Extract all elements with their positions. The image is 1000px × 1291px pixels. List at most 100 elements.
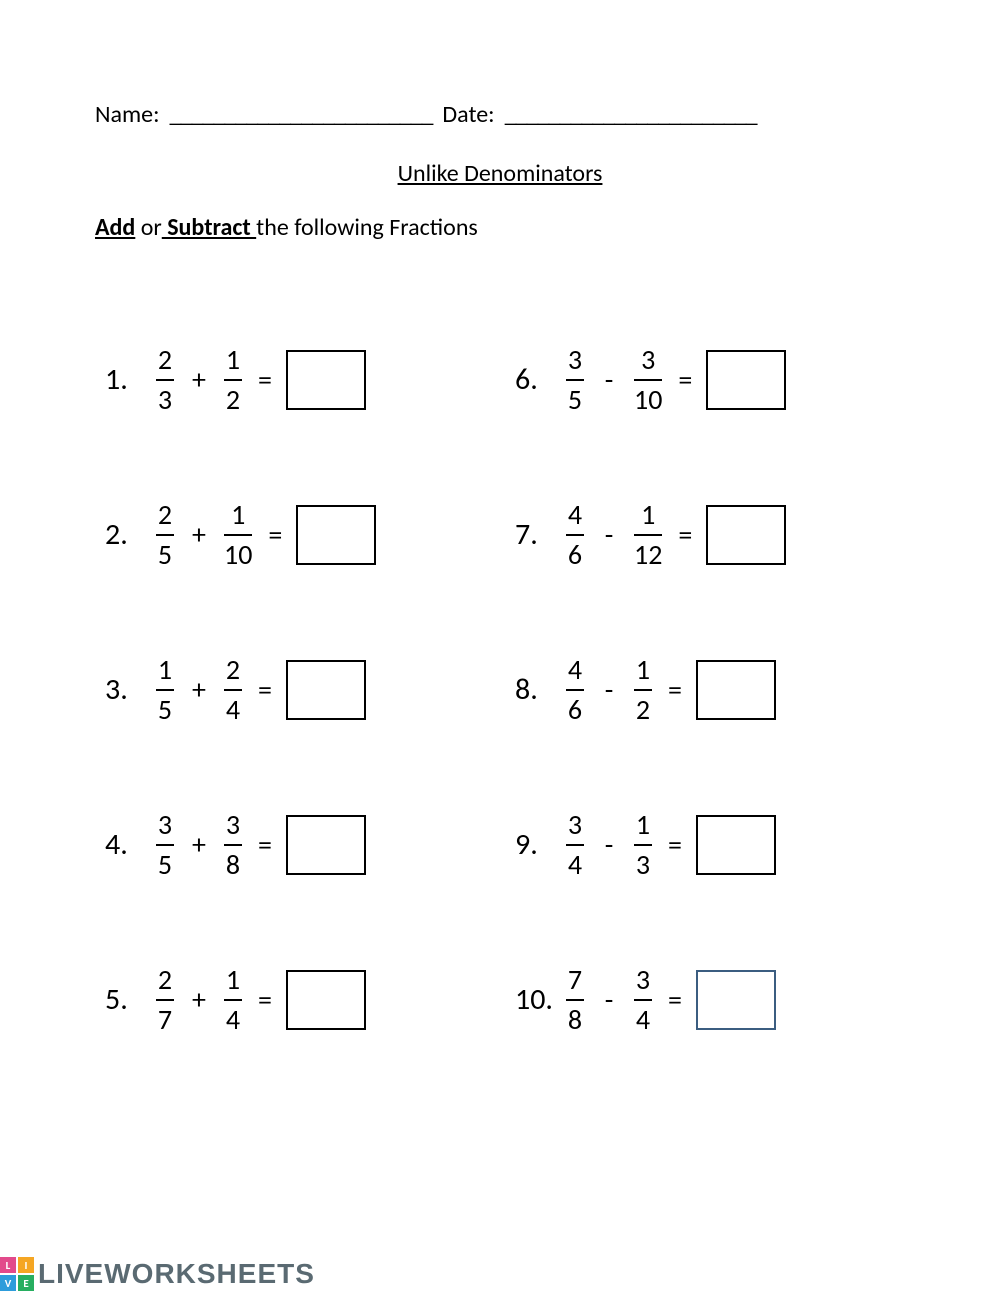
problem-number: 2. xyxy=(95,516,150,553)
problem-row: 5.27+14= xyxy=(95,922,495,1077)
numerator: 3 xyxy=(568,346,582,376)
numerator: 1 xyxy=(226,966,240,996)
denominator: 12 xyxy=(634,539,662,569)
numerator: 2 xyxy=(158,966,172,996)
equals-sign: = xyxy=(258,827,272,862)
denominator: 4 xyxy=(636,1004,650,1034)
fraction-a: 35 xyxy=(566,346,584,414)
operator: + xyxy=(190,362,208,397)
problem-number: 6. xyxy=(505,361,560,398)
problem-number: 1. xyxy=(95,361,150,398)
worksheet-page: Name: ________________________ Date: ___… xyxy=(0,0,1000,1077)
problem-number: 8. xyxy=(505,671,560,708)
answer-box[interactable] xyxy=(696,815,776,875)
name-blank[interactable]: ________________________ xyxy=(170,100,433,129)
instruction-rest: the following Fractions xyxy=(256,213,478,242)
fraction-bar xyxy=(156,999,174,1001)
answer-box[interactable] xyxy=(706,350,786,410)
fraction-bar xyxy=(566,844,584,846)
logo-text: LIVEWORKSHEETS xyxy=(38,1258,315,1290)
operator: + xyxy=(190,517,208,552)
denominator: 2 xyxy=(226,384,240,414)
problem-number: 7. xyxy=(505,516,560,553)
fraction-bar xyxy=(224,534,252,536)
denominator: 2 xyxy=(636,694,650,724)
equals-sign: = xyxy=(668,827,682,862)
fraction-a: 27 xyxy=(156,966,174,1034)
numerator: 2 xyxy=(158,501,172,531)
operator: - xyxy=(600,827,618,862)
problem-row: 4.35+38= xyxy=(95,767,495,922)
fraction-a: 46 xyxy=(566,501,584,569)
equals-sign: = xyxy=(668,672,682,707)
fraction-a: 25 xyxy=(156,501,174,569)
denominator: 4 xyxy=(226,1004,240,1034)
denominator: 6 xyxy=(568,539,582,569)
fraction-a: 35 xyxy=(156,811,174,879)
answer-box[interactable] xyxy=(696,970,776,1030)
problem-row: 9.34-13= xyxy=(505,767,905,922)
numerator: 1 xyxy=(636,811,650,841)
date-blank[interactable]: _______________________ xyxy=(505,100,757,129)
fraction-b: 12 xyxy=(634,656,652,724)
fraction-bar xyxy=(156,689,174,691)
worksheet-title: Unlike Denominators xyxy=(95,159,905,188)
fraction-b: 112 xyxy=(634,501,662,569)
problem-number: 4. xyxy=(95,826,150,863)
answer-box[interactable] xyxy=(286,970,366,1030)
numerator: 3 xyxy=(641,346,655,376)
instruction: Add or Subtract the following Fractions xyxy=(95,213,905,242)
equals-sign: = xyxy=(668,982,682,1017)
fraction-bar xyxy=(566,379,584,381)
fraction-a: 15 xyxy=(156,656,174,724)
fraction-bar xyxy=(634,534,662,536)
answer-box[interactable] xyxy=(286,350,366,410)
denominator: 4 xyxy=(568,849,582,879)
fraction-a: 78 xyxy=(566,966,584,1034)
answer-box[interactable] xyxy=(296,505,376,565)
fraction-bar xyxy=(634,689,652,691)
fraction-bar xyxy=(566,534,584,536)
fraction-b: 38 xyxy=(224,811,242,879)
fraction-b: 34 xyxy=(634,966,652,1034)
fraction-b: 110 xyxy=(224,501,252,569)
problem-row: 6.35-310= xyxy=(505,302,905,457)
answer-box[interactable] xyxy=(286,660,366,720)
denominator: 3 xyxy=(158,384,172,414)
denominator: 4 xyxy=(226,694,240,724)
fraction-bar xyxy=(156,534,174,536)
denominator: 8 xyxy=(226,849,240,879)
answer-box[interactable] xyxy=(286,815,366,875)
operator: - xyxy=(600,672,618,707)
instruction-middle: or xyxy=(135,213,161,242)
denominator: 10 xyxy=(224,539,252,569)
denominator: 7 xyxy=(158,1004,172,1034)
operator: - xyxy=(600,517,618,552)
answer-box[interactable] xyxy=(696,660,776,720)
fraction-bar xyxy=(634,844,652,846)
numerator: 3 xyxy=(568,811,582,841)
logo-square-2: I xyxy=(18,1257,34,1273)
numerator: 7 xyxy=(568,966,582,996)
problem-row: 7.46-112= xyxy=(505,457,905,612)
equals-sign: = xyxy=(258,672,272,707)
equals-sign: = xyxy=(258,362,272,397)
numerator: 1 xyxy=(158,656,172,686)
numerator: 1 xyxy=(641,501,655,531)
answer-box[interactable] xyxy=(706,505,786,565)
problem-number: 5. xyxy=(95,981,150,1018)
fraction-b: 12 xyxy=(224,346,242,414)
denominator: 5 xyxy=(568,384,582,414)
operator: - xyxy=(600,982,618,1017)
fraction-bar xyxy=(156,379,174,381)
equals-sign: = xyxy=(268,517,282,552)
numerator: 4 xyxy=(568,656,582,686)
fraction-bar xyxy=(224,999,242,1001)
operator: + xyxy=(190,827,208,862)
fraction-b: 24 xyxy=(224,656,242,724)
numerator: 2 xyxy=(226,656,240,686)
denominator: 5 xyxy=(158,849,172,879)
denominator: 8 xyxy=(568,1004,582,1034)
fraction-a: 34 xyxy=(566,811,584,879)
numerator: 3 xyxy=(226,811,240,841)
